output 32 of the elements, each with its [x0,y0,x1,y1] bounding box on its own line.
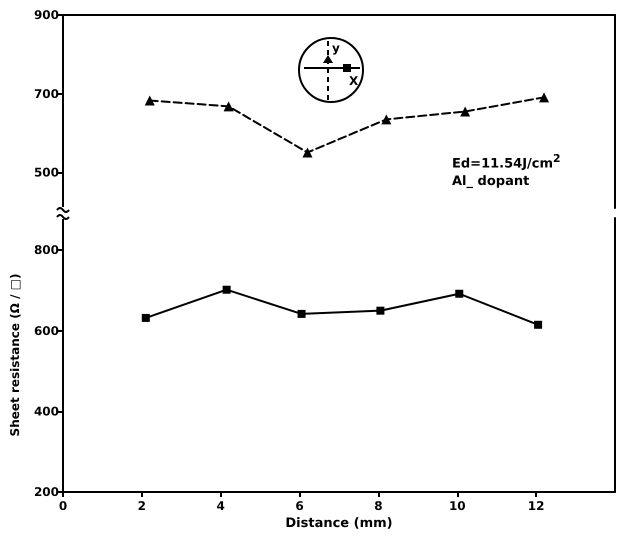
y-tick-label: 800 [34,243,59,258]
x-tick-label: 10 [448,499,466,513]
text: y [332,41,340,55]
legend-label: X [349,74,359,88]
point [144,95,155,106]
y-tick-label: 400 [34,404,59,418]
point [298,310,306,318]
x-tick-label: 12 [528,499,544,513]
y-axis-title: Sheet resistance (Ω / □) [8,274,22,436]
annotation: Al_ dopant [452,174,530,189]
y-tick-label: 600 [34,324,59,338]
x-tick-label: 4 [216,499,225,513]
x-tick-label: 0 [58,499,68,513]
point [222,286,231,294]
y-tick-label: 200 [34,485,59,499]
x-tick-label: 6 [295,499,304,513]
x-tick-label: 8 [374,499,383,513]
point [302,147,312,158]
y-tick-label: 900 [34,8,59,22]
point [455,290,464,298]
point [224,101,234,112]
point [142,314,150,322]
point [381,114,392,124]
y-tick-label: 500 [34,166,59,180]
y-tick-label: 700 [34,86,59,101]
point [539,92,550,102]
point [460,106,470,116]
x-tick-label: 2 [138,499,146,513]
point [376,306,384,315]
x-axis-title: Distance (mm) [285,516,393,531]
point [534,320,542,329]
annotation: Ed=11.54J/cm$^{2}$ [452,152,561,172]
